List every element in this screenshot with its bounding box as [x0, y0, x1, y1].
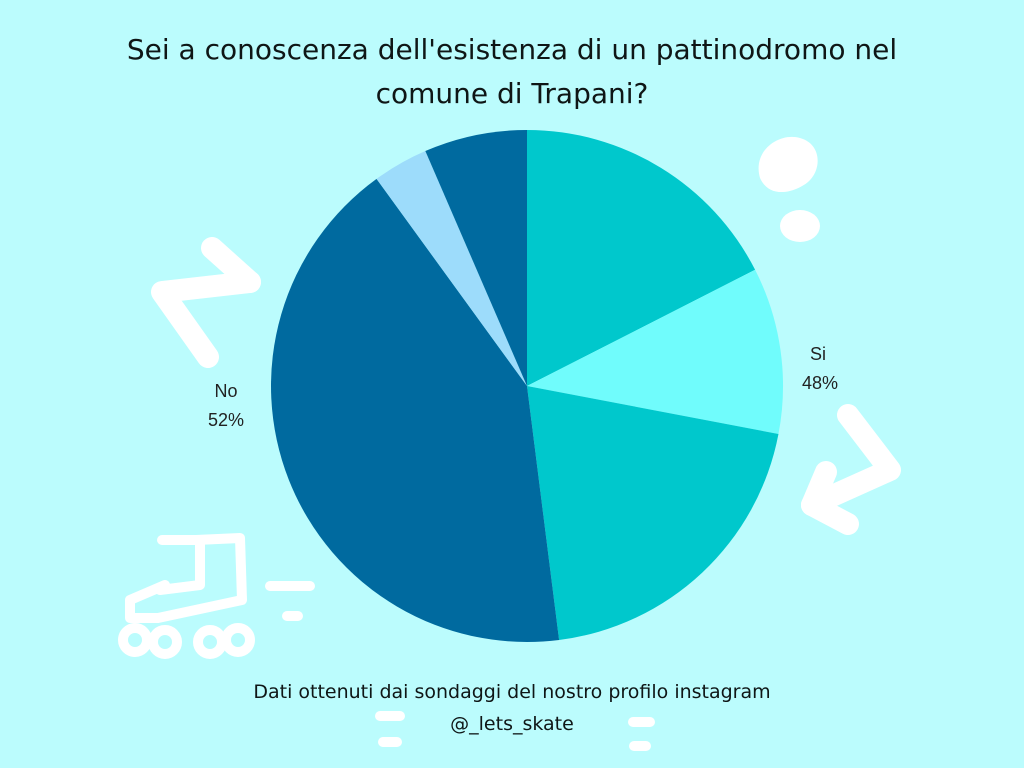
pie-slice-si-1 — [527, 269, 784, 434]
footer-note: Dati ottenuti dai sondaggi del nostro pr… — [0, 676, 1024, 740]
chart-title-line-2: comune di Trapani? — [375, 77, 649, 110]
slice-label-si-value: 48% — [802, 373, 838, 393]
chart-title-line-1: Sei a conoscenza dell'esistenza di un pa… — [126, 33, 898, 66]
pie-slice-no-5 — [425, 130, 527, 386]
pie-slice-si-2 — [527, 386, 779, 640]
footer-handle: @_lets_skate — [450, 713, 574, 735]
chart-title: Sei a conoscenza dell'esistenza di un pa… — [0, 28, 1024, 116]
arrow-doodle-icon — [151, 237, 261, 368]
dash-doodle-icon — [265, 581, 655, 751]
footprint-doodle-icon — [758, 136, 820, 242]
pie-slice-si-0 — [527, 130, 756, 386]
slice-label-no-name: No — [214, 381, 237, 401]
slice-label-si-name: Si — [810, 344, 826, 364]
pie-slice-no-3 — [271, 178, 560, 642]
footer-line-1: Dati ottenuti dai sondaggi del nostro pr… — [253, 681, 771, 703]
arrow-doodle-icon — [801, 404, 901, 535]
slice-label-no-value: 52% — [208, 410, 244, 430]
pie-slice-no-4 — [376, 151, 527, 386]
roller-skate-doodle-icon — [118, 533, 255, 659]
